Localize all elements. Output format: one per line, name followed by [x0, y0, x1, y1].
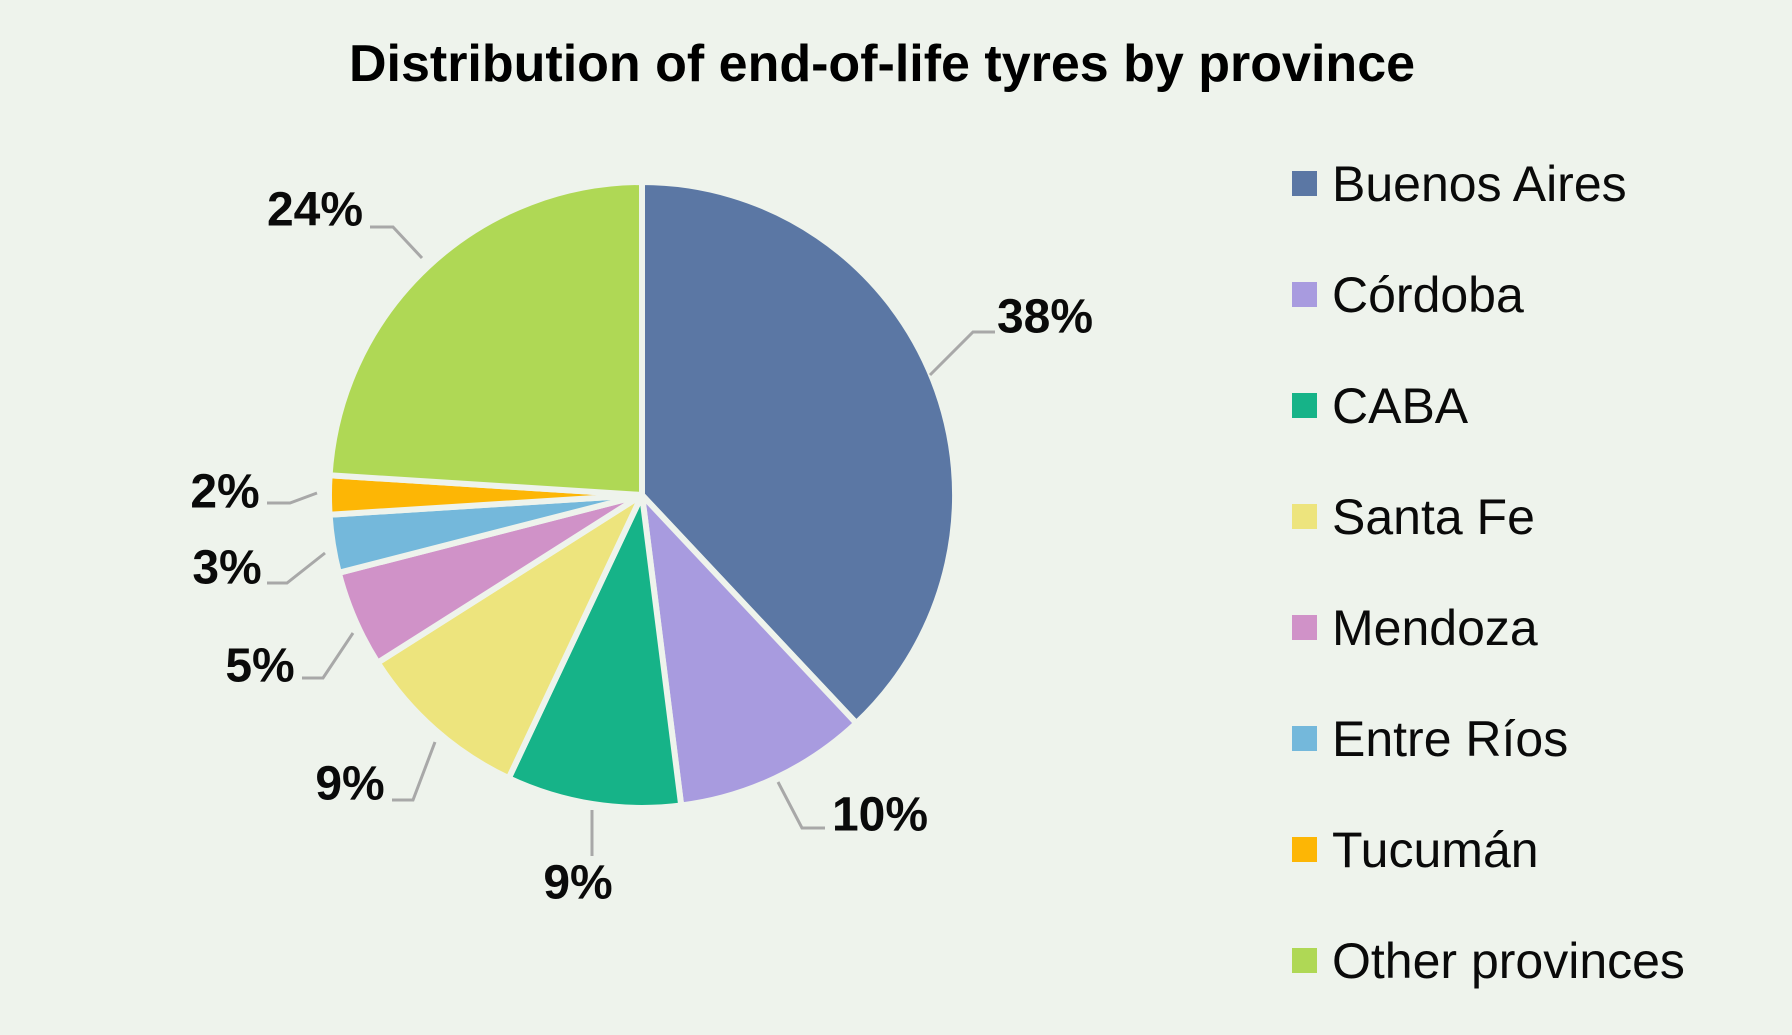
legend-swatch-cordoba: [1292, 282, 1317, 307]
value-label-tucuman: 2%: [190, 466, 259, 519]
legend-label-caba: CABA: [1332, 377, 1469, 434]
chart-title: Distribution of end-of-life tyres by pro…: [348, 35, 1416, 93]
legend-item-mendoza[interactable]: Mendoza: [1292, 572, 1685, 683]
value-label-other-provinces: 24%: [267, 184, 363, 237]
pie-slices: [325, 179, 959, 811]
value-label-santa-fe: 9%: [315, 758, 384, 811]
leader-line-entre-rios: [267, 551, 326, 585]
leader-line-cordoba: [776, 781, 825, 830]
pie-slice-santa-fe[interactable]: [374, 492, 645, 782]
pie-slice-other-provinces[interactable]: [326, 179, 645, 498]
pie-slice-caba[interactable]: [505, 492, 685, 811]
leader-line-santa-fe: [392, 741, 437, 802]
legend-swatch-caba: [1292, 393, 1317, 418]
legend-item-santa-fe[interactable]: Santa Fe: [1292, 461, 1685, 572]
value-label-buenos-aires: 38%: [997, 291, 1093, 344]
value-label-entre-rios: 3%: [192, 542, 261, 595]
value-label-cordoba: 10%: [832, 789, 928, 842]
legend-swatch-santa-fe: [1292, 504, 1317, 529]
legend-swatch-mendoza: [1292, 615, 1317, 640]
leader-lines: [267, 225, 995, 856]
legend-item-other-provinces[interactable]: Other provinces: [1292, 905, 1685, 1016]
leader-line-tucuman: [267, 491, 318, 505]
legend-item-buenos-aires[interactable]: Buenos Aires: [1292, 128, 1685, 239]
legend-swatch-tucuman: [1292, 837, 1317, 862]
legend-label-mendoza: Mendoza: [1332, 599, 1538, 656]
pie-slice-cordoba[interactable]: [639, 492, 860, 809]
legend-item-caba[interactable]: CABA: [1292, 350, 1685, 461]
pie-slice-buenos-aires[interactable]: [639, 179, 959, 727]
data-labels: 38% 10% 9% 9% 5% 3% 2% 24%: [190, 184, 1093, 910]
value-label-caba: 9%: [543, 857, 612, 910]
legend-item-cordoba[interactable]: Córdoba: [1292, 239, 1685, 350]
legend-swatch-buenos-aires: [1292, 171, 1317, 196]
legend-label-other-provinces: Other provinces: [1332, 932, 1685, 989]
leader-line-other-provinces: [370, 225, 424, 260]
legend-item-entre-rios[interactable]: Entre Ríos: [1292, 683, 1685, 794]
legend-label-tucuman: Tucumán: [1332, 821, 1539, 878]
legend-item-tucuman[interactable]: Tucumán: [1292, 794, 1685, 905]
leader-line-buenos-aires: [928, 330, 995, 377]
legend: Buenos Aires Córdoba CABA Santa Fe Mendo…: [1292, 128, 1685, 1016]
legend-label-santa-fe: Santa Fe: [1332, 488, 1535, 545]
legend-label-buenos-aires: Buenos Aires: [1332, 155, 1627, 212]
legend-swatch-other-provinces: [1292, 948, 1317, 973]
legend-swatch-entre-rios: [1292, 726, 1317, 751]
legend-label-cordoba: Córdoba: [1332, 266, 1524, 323]
legend-label-entre-rios: Entre Ríos: [1332, 710, 1569, 767]
value-label-mendoza: 5%: [225, 640, 294, 693]
leader-line-mendoza: [302, 632, 355, 680]
